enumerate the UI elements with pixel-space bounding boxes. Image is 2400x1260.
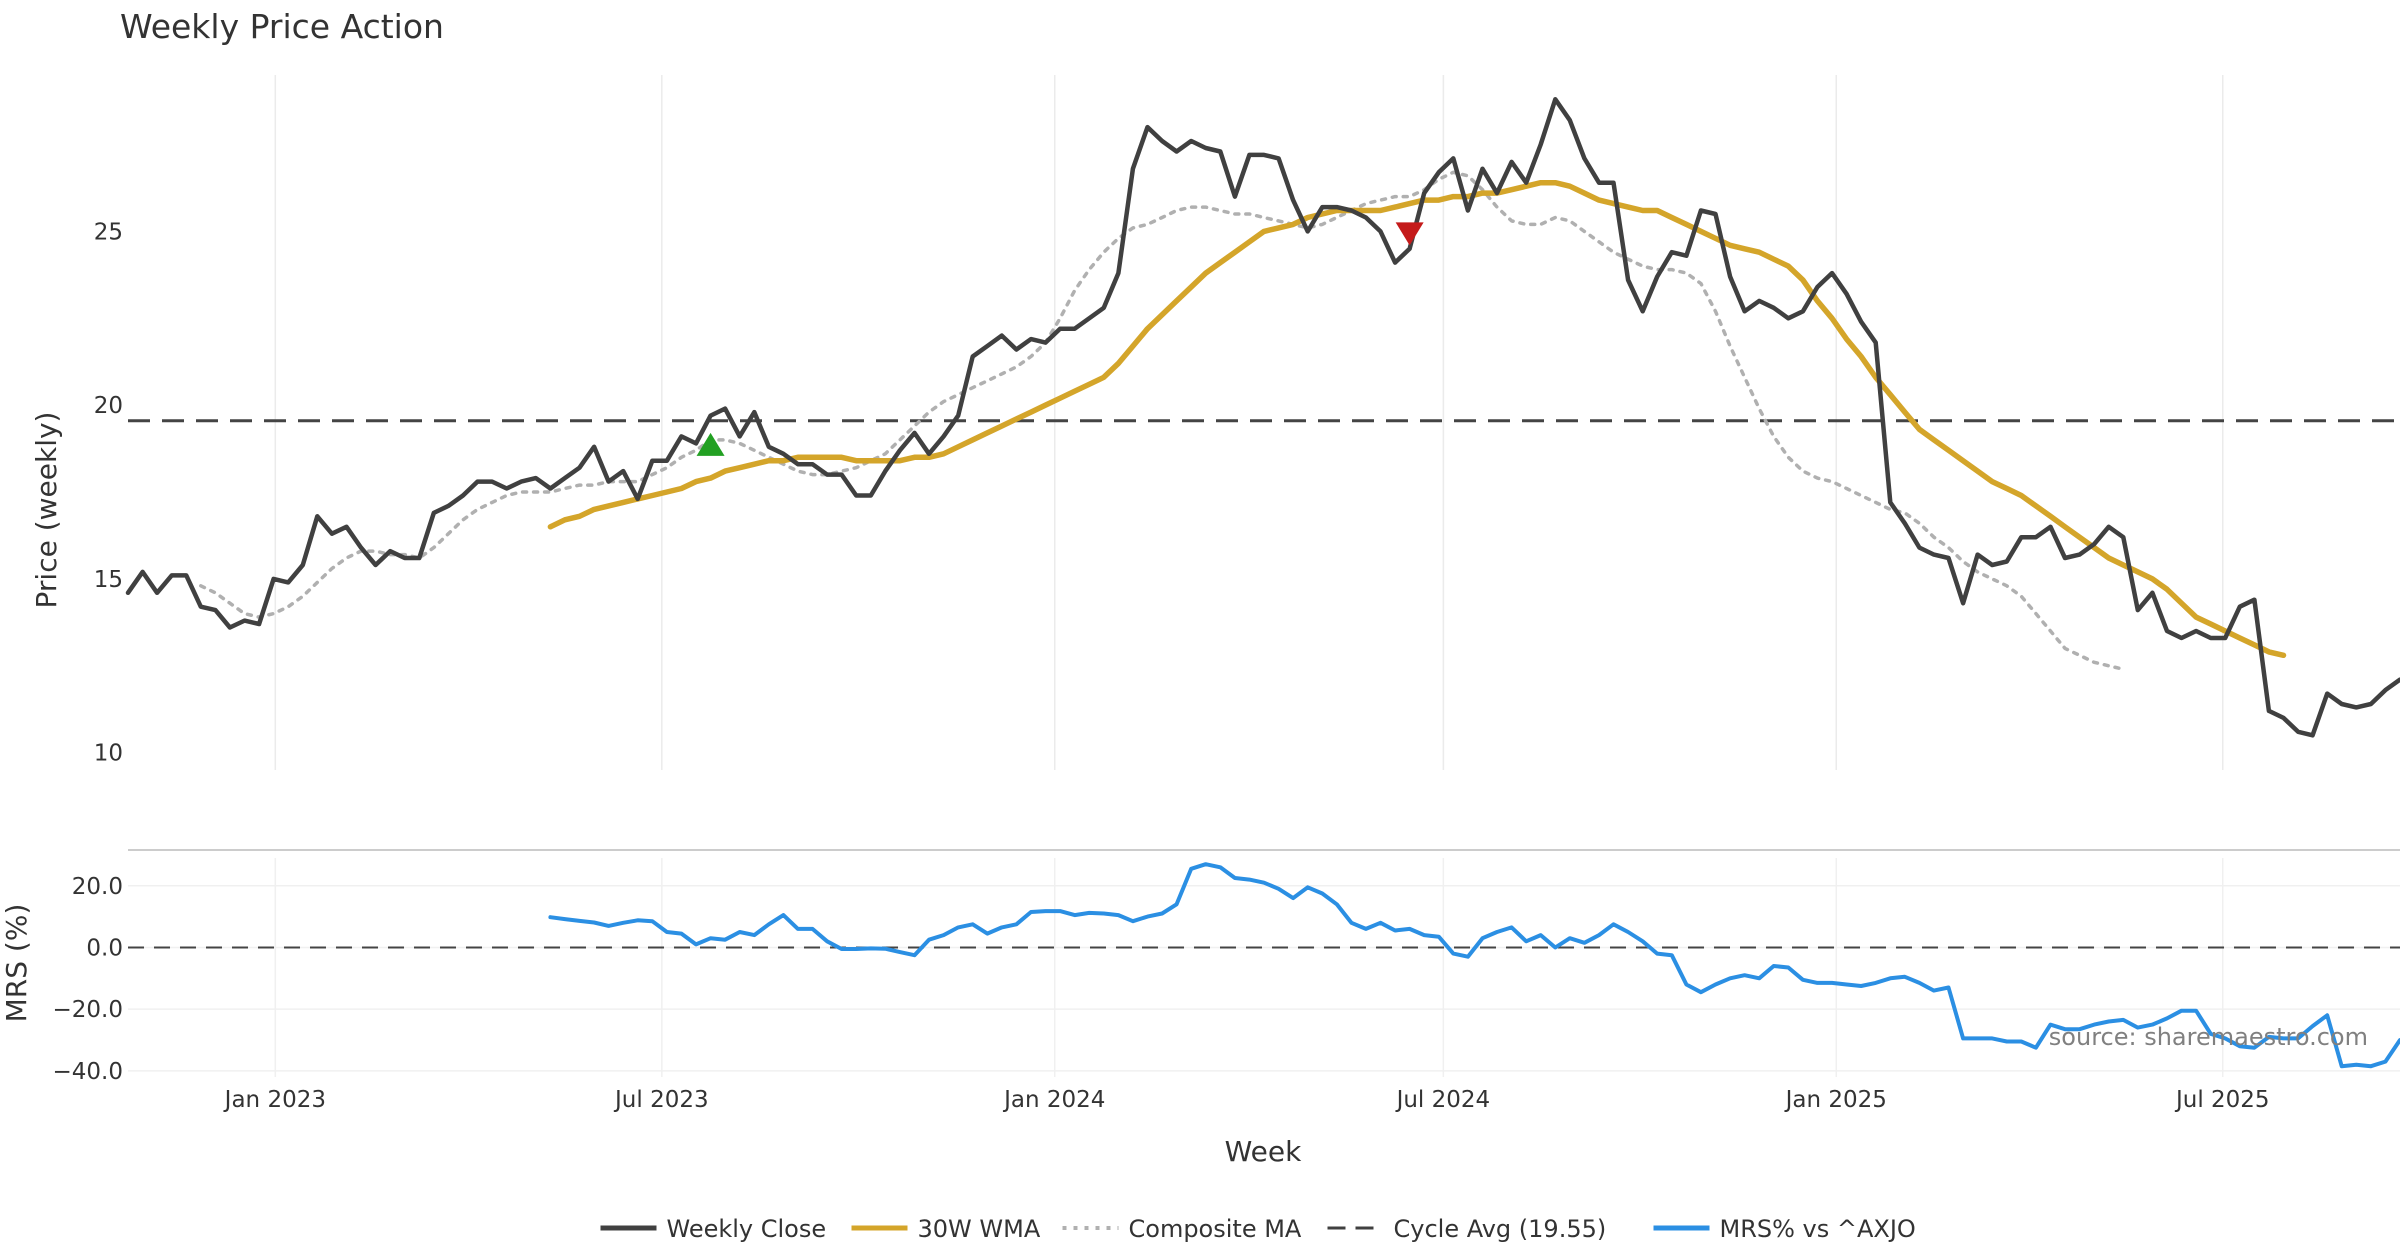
composite-ma-line [199,170,2126,671]
x-axis-label: Week [1225,1135,1302,1168]
sell-signal-marker [1395,222,1424,246]
mrs-y-ticks: 20.0 0.0 −20.0 −40.0 [53,874,2400,1085]
weekly-close-line [125,97,2400,738]
price-y-tick-label: 20 [94,393,123,419]
vertical-gridlines [274,75,2224,1077]
legend-item: Weekly Close [600,1215,827,1243]
legend-item: 30W WMA [851,1215,1041,1243]
x-tick-label: Jul 2025 [2174,1087,2270,1113]
legend-item: MRS% vs ^AXJO [1653,1215,1916,1243]
mrs-series [548,862,2400,1069]
mrs-y-tick-label: 20.0 [72,874,123,900]
x-tick-label: Jul 2023 [613,1087,709,1113]
wma-30w-line [547,179,2287,659]
price-y-tick-label: 15 [94,567,123,593]
x-tick-label: Jan 2025 [1784,1087,1887,1113]
x-tick-label: Jan 2023 [223,1087,326,1113]
mrs-axis-label: MRS (%) [0,904,33,1023]
price-axis-label: Price (weekly) [30,412,63,609]
legend-label: MRS% vs ^AXJO [1720,1215,1916,1243]
legend: Weekly Close 30W WMA Composite MA Cycle Avg… [600,1215,1916,1243]
mrs-y-tick-label: −40.0 [53,1059,123,1085]
price-y-ticks: 10 15 20 25 [94,219,123,766]
price-y-tick-label: 25 [94,219,123,245]
mrs-line [548,862,2400,1069]
chart-title: Weekly Price Action [120,7,444,46]
legend-item: Composite MA [1062,1215,1302,1243]
x-tick-label: Jan 2024 [1002,1087,1105,1113]
price-y-tick-label: 10 [94,741,123,767]
legend-label: Weekly Close [667,1215,827,1243]
mrs-y-tick-label: 0.0 [86,935,123,961]
price-panel: Price (weekly) 10 15 20 25 [30,97,2400,767]
legend-label: Composite MA [1129,1215,1302,1243]
x-ticks: Jan 2023 Jul 2023 Jan 2024 Jul 2024 Jan 2025… [223,1087,2270,1113]
source-note: source: sharemaestro.com [2049,1023,2368,1051]
price-series [125,97,2400,738]
mrs-panel: MRS (%) 20.0 0.0 −20.0 −40.0 source: sharem… [0,862,2400,1085]
signal-markers [696,222,1424,456]
mrs-y-tick-label: −20.0 [53,997,123,1023]
legend-label: Cycle Avg (19.55) [1394,1215,1607,1243]
legend-label: 30W WMA [918,1215,1041,1243]
buy-signal-marker [696,432,725,456]
x-tick-label: Jul 2024 [1395,1087,1491,1113]
legend-item: Cycle Avg (19.55) [1327,1215,1607,1243]
